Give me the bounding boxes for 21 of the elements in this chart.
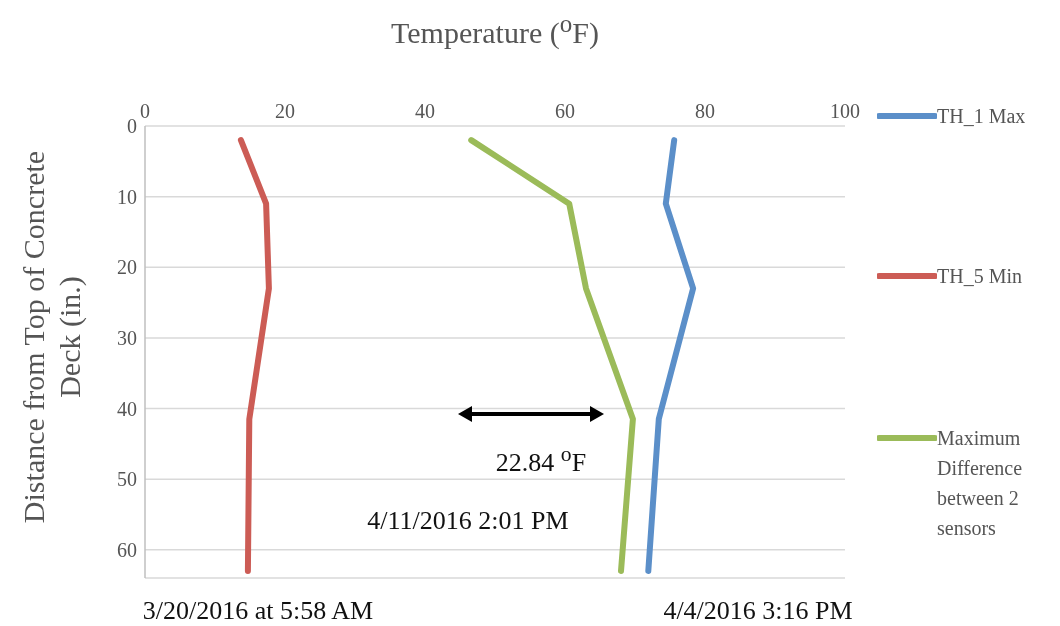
x-tick-label: 60 [555,100,575,122]
y-tick-label: 50 [117,468,137,491]
x-tick-label: 80 [695,100,715,122]
annotation: 22.84 $^{o}$F [494,442,588,478]
y-tick-label: 20 [117,256,137,279]
y-tick-label: 30 [117,326,137,349]
y-tick-label: 0 [127,115,137,138]
y-axis-title: Distance from Top of Concrete Deck (in.) [16,149,87,526]
text: 3/20/2016 at 5:58 AM [141,596,375,626]
legend-label: TH_1 Max [937,104,1026,129]
text: 4/4/2016 3:16 PM [662,596,854,626]
y-tick-label: 40 [117,397,137,420]
x-tick-label: 100 [830,100,860,122]
legend-label: Maximum Difference between 2 sensors [937,426,1024,541]
legend-label: TH_5 Min [937,264,1022,289]
y-tick-label: 10 [117,185,137,208]
chart-title: Temperature ($^{o}$F) [390,10,600,50]
y-tick-label: 60 [117,538,137,561]
x-tick-label: 40 [415,100,435,122]
x-tick-label: 20 [275,100,295,122]
annotation: 4/11/2016 2:01 PM [366,506,570,536]
